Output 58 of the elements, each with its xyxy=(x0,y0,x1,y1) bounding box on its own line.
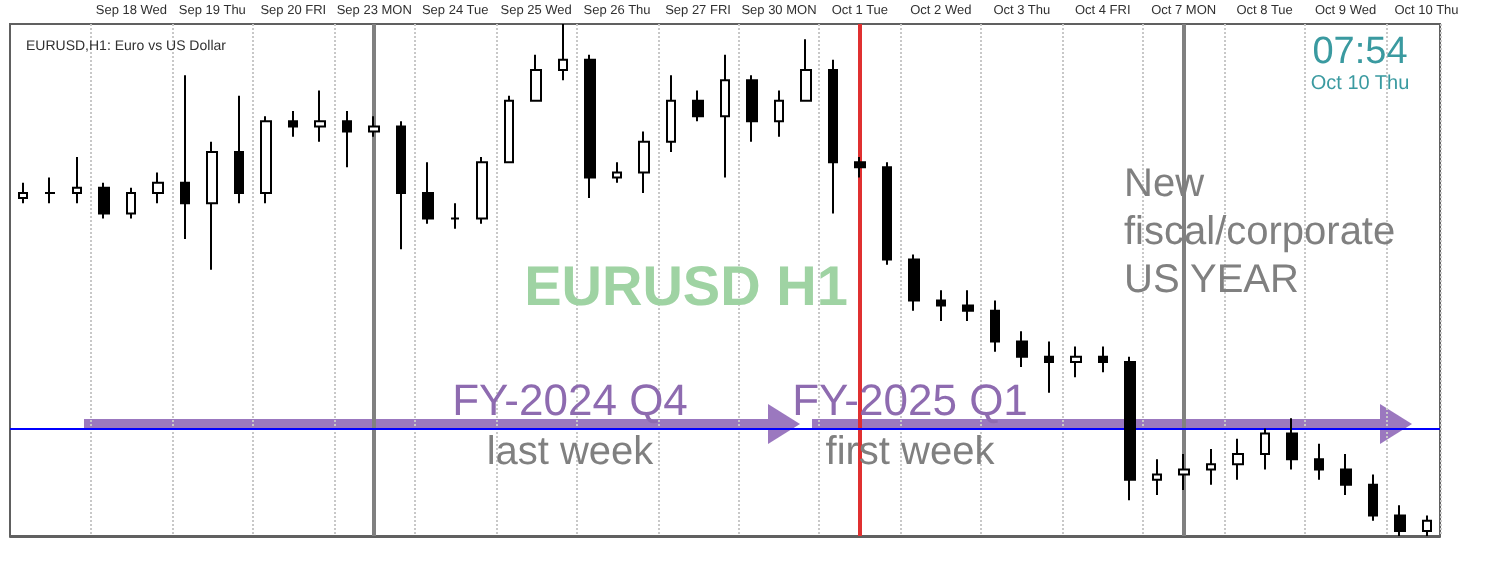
annotation: Oct 10 Thu xyxy=(1310,73,1410,95)
candlestick xyxy=(530,53,542,102)
candlestick xyxy=(504,94,514,164)
candlestick xyxy=(1070,345,1082,379)
candlestick xyxy=(260,115,272,205)
candlestick xyxy=(1422,514,1432,537)
candlestick xyxy=(126,186,136,220)
candlestick xyxy=(98,181,110,220)
candlestick xyxy=(1368,473,1378,522)
annotation: last week xyxy=(486,430,656,474)
candlestick xyxy=(1178,453,1190,491)
candlestick xyxy=(1152,458,1162,497)
candlestick xyxy=(342,110,352,169)
candlestick xyxy=(72,156,82,205)
candlestick xyxy=(1340,453,1352,497)
text: EURUSD H1 xyxy=(524,255,848,317)
candlestick xyxy=(1016,330,1028,369)
candlestick xyxy=(396,120,406,251)
candlestick xyxy=(666,74,676,153)
candlestick xyxy=(584,53,596,200)
candlestick xyxy=(1314,442,1324,481)
candlestick xyxy=(180,74,190,241)
candlestick xyxy=(962,289,974,322)
candlestick xyxy=(18,181,28,205)
annotation: FY-2024 Q4 xyxy=(452,375,688,425)
candlestick xyxy=(908,253,920,312)
candlestick xyxy=(450,202,460,230)
candlestick xyxy=(692,89,704,123)
candlestick xyxy=(638,130,650,194)
candlestick xyxy=(1098,345,1108,374)
candlestick xyxy=(1206,447,1216,486)
candlestick xyxy=(612,161,622,184)
candlestick xyxy=(206,140,218,271)
candlestick xyxy=(44,176,56,205)
candlestick xyxy=(1232,437,1244,481)
candlestick xyxy=(854,156,866,179)
candlestick xyxy=(152,171,164,205)
annotation: 07:54 xyxy=(1312,31,1409,73)
candlestick xyxy=(288,110,298,138)
candlestick xyxy=(314,89,326,143)
candlestick xyxy=(368,115,380,138)
candlestick xyxy=(1286,417,1298,471)
candlestick xyxy=(746,74,758,143)
candlestick xyxy=(882,161,892,266)
candlestick xyxy=(774,89,784,138)
candlestick xyxy=(828,58,838,215)
candlestick xyxy=(1260,427,1270,471)
candlestick xyxy=(422,161,434,225)
candlestick xyxy=(990,299,1000,353)
candlestick xyxy=(476,156,488,225)
candlestick xyxy=(1394,504,1406,537)
candlestick xyxy=(720,53,730,179)
candlestick xyxy=(936,289,946,322)
candlestick xyxy=(234,94,244,205)
candlestick xyxy=(1124,355,1136,502)
candlestick xyxy=(558,23,568,82)
candlestick xyxy=(1044,340,1054,394)
candlestick xyxy=(800,38,812,102)
